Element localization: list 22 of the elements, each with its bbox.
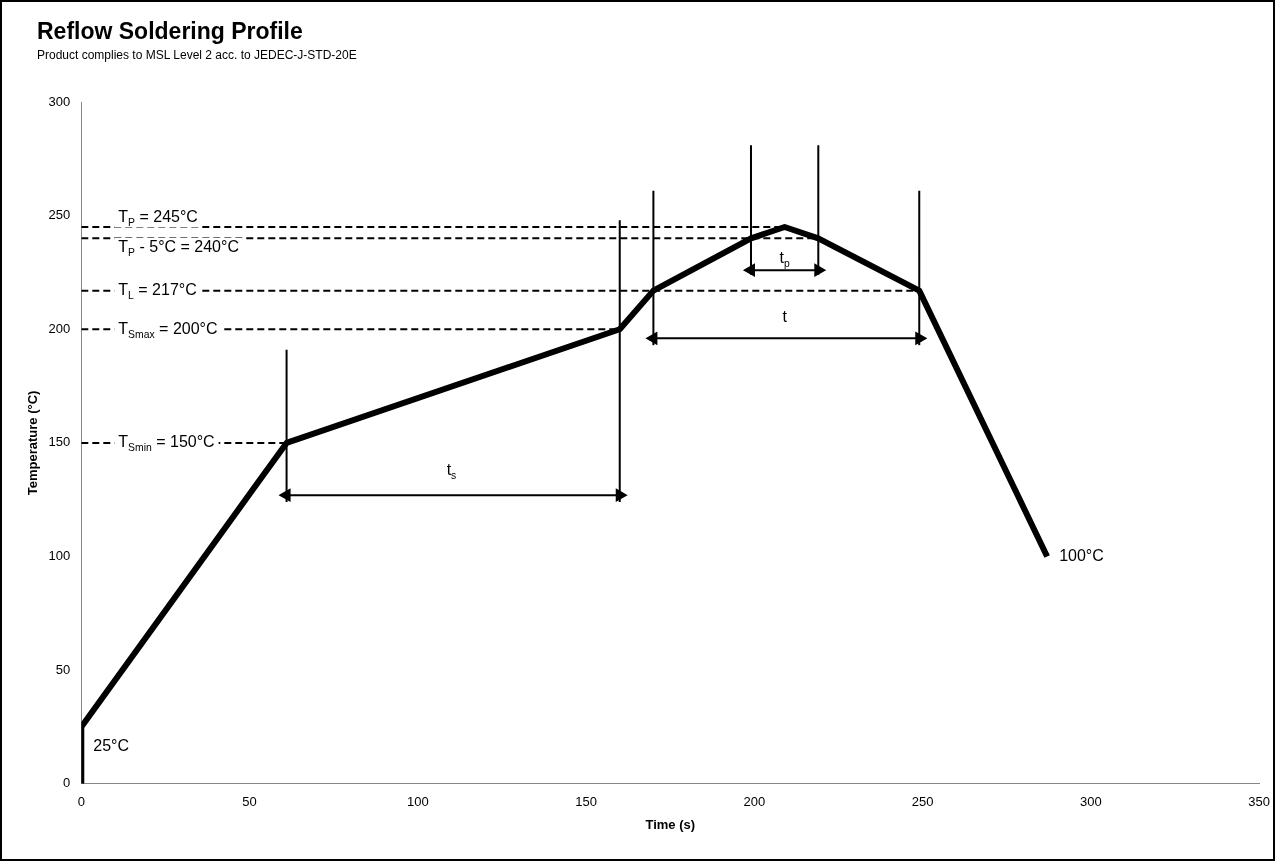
chart-subtitle: Product complies to MSL Level 2 acc. to JEDEC-J-STD-20E [37, 48, 357, 62]
x-tick-label: 300 [1080, 794, 1102, 810]
y-tick-label: 250 [48, 207, 71, 223]
y-tick-label: 300 [48, 93, 71, 109]
chart-title: Reflow Soldering Profile [37, 18, 303, 45]
y-axis-title: Temperature (°C) [25, 390, 41, 496]
y-tick-label: 100 [48, 548, 71, 564]
y-tick-label: 200 [48, 320, 71, 336]
y-tick-label: 50 [55, 661, 71, 677]
y-tick-label: 150 [48, 434, 71, 450]
x-tick-label: 200 [743, 794, 766, 810]
annotation: 25°C [93, 737, 130, 755]
x-tick-label: 350 [1248, 794, 1271, 810]
annotation: 100°C [1059, 546, 1104, 564]
x-tick-label: 0 [77, 794, 85, 810]
y-tick-label: 0 [63, 775, 71, 791]
x-tick-label: 100 [406, 794, 429, 810]
x-tick-label: 50 [242, 794, 257, 810]
annotation: t [782, 308, 788, 326]
x-tick-label: 150 [575, 794, 597, 810]
x-tick-label: 250 [911, 794, 934, 810]
x-axis-title: Time (s) [645, 816, 696, 832]
